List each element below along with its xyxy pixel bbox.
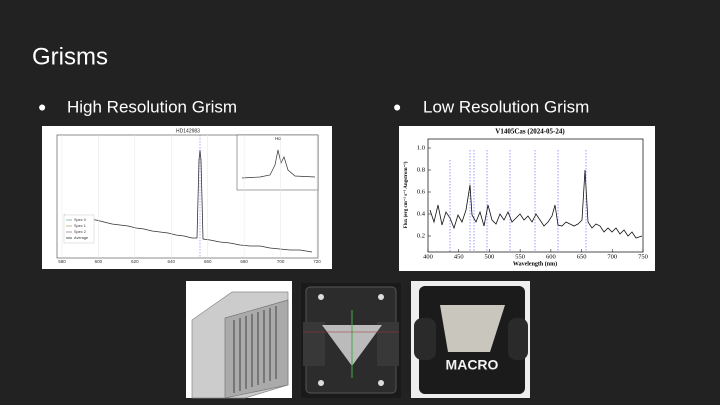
cad-render [186, 281, 292, 399]
x-tick-label: 700 [277, 259, 285, 264]
x-tick-label: 620 [131, 259, 139, 264]
hardware-photo: MACRO [411, 281, 530, 398]
inset-title: Hα [275, 136, 281, 141]
x-tick-label: 450 [454, 253, 464, 260]
x-tick-label: 400 [423, 253, 433, 260]
y-tick-label: 0.6 [417, 188, 426, 195]
spectrum [63, 149, 313, 253]
y-tick-label: 0.8 [417, 166, 425, 173]
axes [56, 134, 319, 259]
x-tick-label: 680 [240, 259, 248, 264]
legend-label: Spec 1 [74, 224, 86, 228]
y-tick-label: 1.0 [417, 144, 425, 151]
x-tick-label: 550 [515, 253, 525, 260]
y-tick-label: 0.4 [417, 210, 426, 217]
x-tick-label: 750 [638, 253, 648, 260]
x-tick-label: 580 [58, 259, 66, 264]
spectrum [429, 169, 643, 239]
x-tick-label: 720 [313, 259, 321, 264]
x-tick-label: 700 [607, 253, 617, 260]
bullet: Low Resolution Grism [423, 97, 589, 116]
x-tick-label: 650 [577, 253, 587, 260]
y-tick-label: 0.2 [417, 232, 425, 239]
x-tick-label: 600 [546, 253, 556, 260]
x-tick-label: 600 [95, 259, 103, 264]
cad-top-view [301, 283, 401, 398]
axes [427, 138, 644, 253]
bullet-dot: ● [38, 99, 46, 115]
plot-bg [399, 126, 655, 271]
x-label: Wavelength (nm) [513, 260, 557, 267]
inset [236, 134, 319, 191]
bullet: High Resolution Grism [67, 97, 237, 116]
line-markers [449, 150, 587, 252]
legend-label: Average [74, 236, 88, 240]
high-res-plot: HD142983 Hα Spec 0 Spec 1 Spec 2 Average 58… [42, 126, 332, 269]
plot-title: HD142983 [176, 128, 200, 134]
x-tick-label: 640 [168, 259, 176, 264]
legend-label: Spec 2 [74, 230, 86, 234]
photo-label: MACRO [446, 357, 499, 373]
bullet-dot: ● [393, 99, 401, 115]
low-res-plot: V1405Cas (2024-05-24) Wavelength (nm) Fl… [399, 126, 655, 271]
plot-title: V1405Cas (2024-05-24) [495, 128, 565, 136]
y-label: Flux (erg cm⁻² s⁻¹ Angstrom⁻¹) [403, 161, 409, 228]
legend-label: Spec 0 [74, 218, 86, 222]
x-tick-label: 660 [204, 259, 212, 264]
inset-spectrum [241, 149, 316, 179]
x-tick-label: 500 [485, 253, 495, 260]
slide-title: Grisms [32, 43, 108, 70]
